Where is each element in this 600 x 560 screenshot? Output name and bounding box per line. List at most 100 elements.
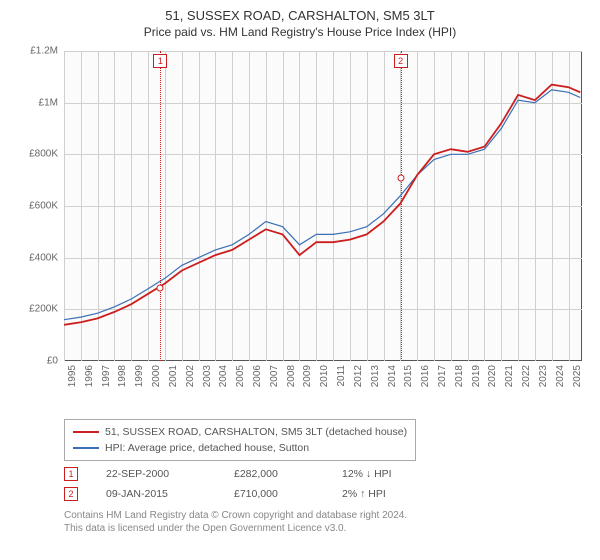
x-axis-label: 2008 (286, 365, 297, 387)
x-axis-label: 2007 (269, 365, 280, 387)
gridline-v (451, 51, 452, 361)
x-axis-label: 1995 (67, 365, 78, 387)
event-number: 2 (64, 487, 78, 501)
x-axis-label: 2001 (168, 365, 179, 387)
gridline-v (81, 51, 82, 361)
event-marker-box: 2 (394, 54, 408, 68)
gridline-v (535, 51, 536, 361)
x-axis-label: 2009 (302, 365, 313, 387)
gridline-h (64, 51, 582, 52)
gridline-v (316, 51, 317, 361)
x-axis-label: 2014 (387, 365, 398, 387)
x-axis-label: 2021 (504, 365, 515, 387)
x-axis-label: 2006 (252, 365, 263, 387)
event-marker-line (401, 51, 402, 361)
event-delta: 12% ↓ HPI (342, 468, 392, 480)
x-axis-label: 2025 (572, 365, 583, 387)
gridline-v (333, 51, 334, 361)
event-point (157, 285, 164, 292)
chart-title: 51, SUSSEX ROAD, CARSHALTON, SM5 3LT (12, 8, 588, 23)
gridline-v (501, 51, 502, 361)
x-axis-label: 1996 (84, 365, 95, 387)
y-axis-label: £600K (12, 201, 58, 212)
gridline-v (384, 51, 385, 361)
x-axis-label: 2012 (353, 365, 364, 387)
y-axis-label: £1M (12, 97, 58, 108)
gridline-v (350, 51, 351, 361)
x-axis-label: 2018 (454, 365, 465, 387)
gridline-v (148, 51, 149, 361)
gridline-h (64, 154, 582, 155)
gridline-h (64, 103, 582, 104)
gridline-v (232, 51, 233, 361)
x-axis-label: 2020 (487, 365, 498, 387)
footer-line: This data is licensed under the Open Gov… (64, 522, 588, 535)
x-axis-label: 2004 (218, 365, 229, 387)
legend-item: 51, SUSSEX ROAD, CARSHALTON, SM5 3LT (de… (73, 424, 407, 440)
gridline-v (131, 51, 132, 361)
gridline-v (434, 51, 435, 361)
footer: Contains HM Land Registry data © Crown c… (64, 509, 588, 535)
chart-subtitle: Price paid vs. HM Land Registry's House … (12, 25, 588, 39)
x-axis-label: 2005 (235, 365, 246, 387)
legend-item: HPI: Average price, detached house, Sutt… (73, 440, 407, 456)
gridline-h (64, 258, 582, 259)
y-axis-label: £200K (12, 304, 58, 315)
x-axis-label: 2011 (336, 365, 347, 387)
event-date: 09-JAN-2015 (106, 488, 206, 500)
x-axis-label: 1999 (134, 365, 145, 387)
legend-label: HPI: Average price, detached house, Sutt… (105, 440, 309, 456)
event-number: 1 (64, 467, 78, 481)
x-axis-label: 2017 (437, 365, 448, 387)
x-axis-label: 2000 (151, 365, 162, 387)
gridline-v (484, 51, 485, 361)
x-axis-label: 2002 (185, 365, 196, 387)
event-marker-box: 1 (153, 54, 167, 68)
legend-swatch (73, 447, 99, 449)
event-delta: 2% ↑ HPI (342, 488, 386, 500)
chart-area: £0£200K£400K£600K£800K£1M£1.2M1995199619… (12, 45, 588, 415)
legend-swatch (73, 431, 99, 433)
gridline-v (114, 51, 115, 361)
event-marker-line (160, 51, 161, 361)
event-date: 22-SEP-2000 (106, 468, 206, 480)
gridline-v (165, 51, 166, 361)
gridline-v (266, 51, 267, 361)
y-axis-label: £0 (12, 356, 58, 367)
gridline-h (64, 206, 582, 207)
gridline-v (98, 51, 99, 361)
gridline-v (417, 51, 418, 361)
x-axis-label: 2003 (202, 365, 213, 387)
y-axis-label: £400K (12, 252, 58, 263)
gridline-v (299, 51, 300, 361)
event-price: £710,000 (234, 488, 314, 500)
legend: 51, SUSSEX ROAD, CARSHALTON, SM5 3LT (de… (64, 419, 416, 461)
gridline-v (468, 51, 469, 361)
gridline-v (367, 51, 368, 361)
event-point (397, 174, 404, 181)
gridline-v (552, 51, 553, 361)
gridline-v (182, 51, 183, 361)
x-axis-label: 2013 (370, 365, 381, 387)
x-axis-label: 2023 (538, 365, 549, 387)
x-axis-label: 2024 (555, 365, 566, 387)
x-axis-label: 2015 (403, 365, 414, 387)
event-row: 2 09-JAN-2015 £710,000 2% ↑ HPI (64, 487, 588, 501)
gridline-h (64, 309, 582, 310)
legend-label: 51, SUSSEX ROAD, CARSHALTON, SM5 3LT (de… (105, 424, 407, 440)
x-axis-label: 1997 (101, 365, 112, 387)
x-axis-label: 2016 (420, 365, 431, 387)
x-axis-label: 1998 (117, 365, 128, 387)
gridline-v (569, 51, 570, 361)
event-row: 1 22-SEP-2000 £282,000 12% ↓ HPI (64, 467, 588, 481)
gridline-v (215, 51, 216, 361)
gridline-v (199, 51, 200, 361)
x-axis-label: 2010 (319, 365, 330, 387)
event-price: £282,000 (234, 468, 314, 480)
x-axis-label: 2019 (471, 365, 482, 387)
x-axis-label: 2022 (521, 365, 532, 387)
gridline-v (518, 51, 519, 361)
footer-line: Contains HM Land Registry data © Crown c… (64, 509, 588, 522)
gridline-v (249, 51, 250, 361)
y-axis-label: £1.2M (12, 46, 58, 57)
